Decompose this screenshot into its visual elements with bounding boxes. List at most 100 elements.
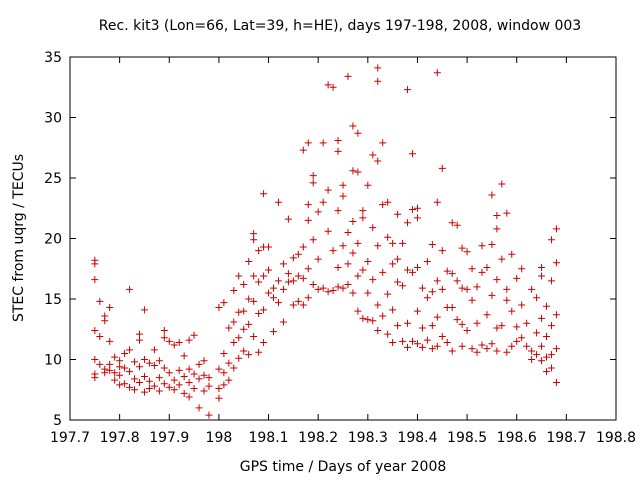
data-point — [533, 329, 541, 337]
data-point — [135, 336, 143, 344]
data-point — [513, 337, 521, 345]
x-tick-label: 198.7 — [546, 430, 586, 446]
data-point — [349, 167, 357, 175]
data-point — [344, 260, 352, 268]
data-point — [195, 375, 203, 383]
x-tick-label: 198.3 — [348, 430, 388, 446]
data-point — [319, 284, 327, 292]
data-point — [513, 274, 521, 282]
data-point — [329, 287, 337, 295]
data-point — [205, 374, 213, 382]
data-point — [369, 151, 377, 159]
data-point — [334, 264, 342, 272]
data-point — [145, 385, 153, 393]
data-point — [369, 317, 377, 325]
data-point — [364, 257, 372, 265]
data-point — [299, 146, 307, 154]
data-point — [379, 312, 387, 320]
data-point — [106, 337, 114, 345]
data-point — [235, 272, 243, 280]
data-point — [165, 383, 173, 391]
data-point — [334, 147, 342, 155]
data-point — [413, 340, 421, 348]
data-point — [131, 358, 139, 366]
data-point — [413, 307, 421, 315]
data-point — [106, 303, 114, 311]
data-point — [473, 283, 481, 291]
data-point — [547, 364, 555, 372]
data-point — [423, 336, 431, 344]
data-point — [468, 296, 476, 304]
data-point — [155, 357, 163, 365]
data-point — [552, 345, 560, 353]
data-point — [140, 306, 148, 314]
data-point — [404, 219, 412, 227]
data-point — [334, 207, 342, 215]
x-tick-label: 198.6 — [497, 430, 537, 446]
data-point — [413, 214, 421, 222]
data-point — [96, 360, 104, 368]
data-point — [483, 311, 491, 319]
data-point — [135, 363, 143, 371]
data-point — [175, 366, 183, 374]
data-point — [314, 285, 322, 293]
data-point — [126, 285, 134, 293]
data-point — [404, 266, 412, 274]
data-point — [528, 347, 536, 355]
data-point — [458, 342, 466, 350]
data-point — [438, 164, 446, 172]
data-point — [458, 284, 466, 292]
y-tick-label: 25 — [44, 171, 62, 187]
chart-title: Rec. kit3 (Lon=66, Lat=39, h=HE), days 1… — [99, 18, 581, 34]
data-point — [389, 239, 397, 247]
data-point — [384, 198, 392, 206]
data-point — [106, 360, 114, 368]
y-tick-label: 30 — [44, 111, 62, 127]
data-point — [190, 385, 198, 393]
data-point — [270, 294, 278, 302]
data-point — [240, 347, 248, 355]
data-point — [225, 359, 233, 367]
data-point — [404, 319, 412, 327]
data-point — [106, 366, 114, 374]
data-point — [394, 322, 402, 330]
data-point — [205, 411, 213, 419]
data-point — [418, 324, 426, 332]
data-point — [220, 381, 228, 389]
data-point — [91, 374, 99, 382]
data-point — [552, 378, 560, 386]
data-point — [245, 351, 253, 359]
data-point — [443, 267, 451, 275]
data-point — [140, 356, 148, 363]
data-point — [538, 264, 546, 272]
data-point — [116, 363, 124, 371]
data-point — [116, 357, 124, 365]
data-point — [240, 325, 248, 333]
data-point — [408, 205, 416, 213]
data-point — [448, 219, 456, 227]
data-point — [433, 69, 441, 77]
data-point — [250, 230, 258, 238]
data-point — [170, 376, 178, 384]
x-axis-ticks: 197.7 197.8 197.9 198 198.1 198.2 198.3 198.4 19… — [50, 57, 636, 446]
data-point — [270, 328, 278, 336]
data-point — [294, 272, 302, 280]
data-point — [339, 192, 347, 200]
data-point — [423, 257, 431, 265]
data-point — [488, 241, 496, 249]
data-point — [379, 139, 387, 147]
data-point — [533, 294, 541, 302]
data-point — [438, 247, 446, 255]
data-point — [116, 371, 124, 379]
data-point — [364, 181, 372, 189]
data-point — [160, 380, 168, 388]
data-point — [428, 322, 436, 330]
data-point — [428, 345, 436, 353]
data-point — [220, 349, 228, 357]
data-point — [185, 365, 193, 373]
data-point — [538, 272, 546, 280]
data-point — [200, 371, 208, 379]
data-point — [150, 362, 158, 370]
data-point — [329, 247, 337, 255]
